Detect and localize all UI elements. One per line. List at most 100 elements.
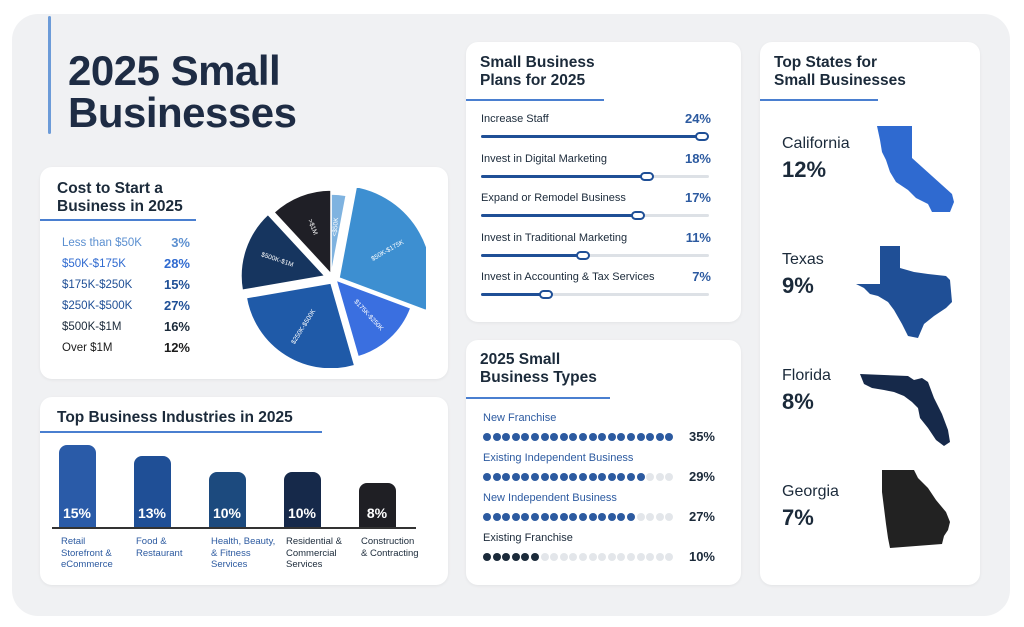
industry-bar-label-line: Food & (136, 536, 167, 547)
plan-knob (695, 132, 709, 141)
type-dot (550, 553, 559, 561)
florida-map-icon (860, 374, 950, 446)
plan-fill (481, 135, 701, 138)
type-dot (588, 473, 597, 481)
texas-map-icon (856, 246, 952, 338)
legend-row: Over $1M 12% (62, 340, 190, 358)
type-dot (550, 473, 559, 481)
pie-slice (272, 189, 332, 276)
type-label: Existing Franchise (483, 532, 573, 544)
industries-card-title: Top Business Industries in 2025 (57, 409, 293, 426)
industry-bar-label-line: Retail (61, 536, 86, 547)
legend-row: $500K-$1M 16% (62, 319, 190, 337)
type-dot (569, 433, 578, 441)
type-dot (559, 473, 568, 481)
pie-slice (334, 278, 412, 358)
type-dot (483, 433, 491, 441)
industry-bar (134, 455, 171, 527)
plan-value: 17% (684, 190, 711, 205)
type-dot (579, 553, 587, 561)
industry-bar-label-line: Residential & (286, 536, 342, 547)
industries-card-title-underline (40, 431, 322, 433)
type-dot (646, 433, 655, 441)
industry-bar-label-line: Restaurant (136, 547, 183, 559)
type-dot (531, 473, 539, 481)
type-dot (502, 553, 511, 561)
plan-row: Invest in Accounting & Tax Services 7% (481, 269, 711, 311)
legend-value: 27% (163, 298, 190, 313)
type-dots (483, 512, 678, 522)
legend-label: $175K-$250K (62, 279, 133, 291)
type-dot (598, 433, 607, 441)
type-dot (502, 473, 511, 481)
cost-pie-chart: <$50K$50K-$175K$175K-$250K$250K-$500K$50… (240, 188, 426, 368)
industries-baseline (52, 527, 416, 529)
states-card (760, 42, 980, 585)
states-card-title-line1: Top States for (774, 54, 878, 71)
georgia-map-icon (882, 470, 950, 548)
type-dot (483, 513, 491, 521)
industry-bar-label-line: eCommerce (61, 559, 113, 570)
types-card-title-line1: 2025 Small (480, 351, 561, 368)
industry-bar-value: 8% (366, 505, 388, 521)
type-dot (617, 553, 626, 561)
plan-value: 18% (684, 150, 711, 166)
type-dot (627, 553, 635, 561)
type-dot (550, 513, 559, 521)
legend-label: $250K-$500K (62, 300, 133, 312)
type-row: New Independent Business 27% (483, 492, 715, 532)
type-dot (579, 513, 587, 521)
type-dot (665, 513, 674, 521)
type-dot (521, 513, 530, 521)
plan-label: Invest in Traditional Marketing (481, 231, 628, 244)
industry-bar-label: Health, Beauty, & Fitness Services (211, 536, 275, 571)
type-dot (627, 473, 635, 481)
legend-label: Over $1M (62, 342, 113, 354)
type-dot (646, 513, 655, 521)
state-name-florida: Florida (782, 367, 831, 384)
legend-value: 3% (171, 235, 190, 250)
industry-bar-label-line: & Contracting (361, 547, 419, 559)
legend-label: $50K-$175K (62, 258, 126, 270)
plan-knob (539, 290, 553, 299)
type-value: 29% (688, 469, 715, 484)
type-dot (531, 553, 539, 561)
plan-label: Expand or Remodel Business (481, 192, 626, 204)
type-dots (483, 432, 678, 442)
type-dot (579, 433, 587, 441)
type-dot (540, 473, 549, 481)
type-dot (636, 473, 645, 481)
legend-value: 16% (163, 319, 190, 334)
type-dot (511, 433, 520, 441)
legend-row: $250K-$500K 27% (62, 298, 190, 316)
type-dot (540, 433, 549, 441)
type-dot (617, 513, 626, 521)
type-dot (492, 473, 501, 481)
type-row: New Franchise 35% (483, 412, 715, 452)
type-dot (492, 433, 501, 441)
plan-fill (481, 293, 545, 296)
plan-row: Increase Staff 24% (481, 111, 711, 153)
type-dot (521, 473, 530, 481)
type-dot (511, 513, 520, 521)
plan-knob (576, 250, 590, 260)
plan-row: Invest in Digital Marketing 18% (481, 150, 711, 193)
industry-bar-label-line: & Fitness (211, 547, 251, 559)
plan-track (481, 171, 709, 181)
plan-knob (631, 211, 645, 220)
cost-card-title: Cost to Start a Business in 2025 (57, 180, 183, 216)
industry-bar-label: Residential & Commercial Services (286, 536, 342, 571)
plan-label: Invest in Digital Marketing (481, 152, 607, 165)
state-value-georgia: 7% (782, 505, 814, 530)
page-title: 2025 Small Businesses (68, 50, 297, 134)
pie-slice (338, 188, 426, 312)
type-row: Existing Independent Business 29% (483, 452, 715, 492)
type-value: 10% (688, 549, 715, 564)
plans-card-title-line2: Plans for 2025 (480, 72, 586, 89)
type-dot (617, 433, 626, 441)
type-dot (636, 553, 645, 561)
california-map-icon (877, 126, 954, 212)
pie-slice-label: <$50K (331, 217, 340, 237)
type-dot (569, 513, 578, 521)
legend-value: 12% (163, 340, 190, 355)
